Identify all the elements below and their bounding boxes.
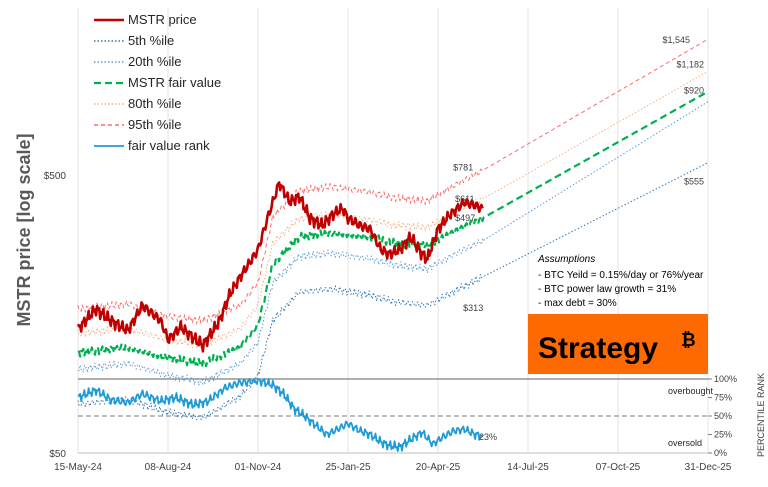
- series-line-95th-ile: [77, 38, 709, 325]
- gridlines: [77, 8, 712, 454]
- secondary-axis-title: PERCENTILE RANK: [756, 373, 766, 457]
- series-line-80th-ile: [77, 70, 709, 349]
- legend-label: 95th %ile: [128, 117, 181, 132]
- secondary-tick-label: 0%: [714, 448, 727, 458]
- x-tick-label: 20-Apr-25: [416, 462, 461, 473]
- series-line-mstr-price: [76, 181, 484, 353]
- assumption-line: - max debt = 30%: [538, 298, 617, 309]
- y-axis-title: MSTR price [log scale]: [14, 133, 34, 326]
- x-tick-label: 08-Aug-24: [145, 462, 192, 473]
- x-tick-label: 01-Nov-24: [235, 462, 282, 473]
- series-line-5th-ile: [77, 162, 709, 421]
- value-label: $1,545: [662, 35, 690, 45]
- legend-label: MSTR price: [128, 12, 197, 27]
- bitcoin-icon: ₿: [681, 330, 696, 350]
- value-label: $611: [455, 194, 474, 204]
- series-line-fair-value-rank: [77, 378, 483, 452]
- series-line-20th-ile: [77, 101, 709, 386]
- legend-label: 20th %ile: [128, 54, 181, 69]
- value-label: $1,182: [676, 59, 704, 69]
- value-label: $555: [684, 177, 704, 187]
- rank-current-label: 23%: [479, 432, 497, 442]
- legend-label: 5th %ile: [128, 33, 174, 48]
- legend: MSTR price 5th %ile 20th %ile MSTR fair val…: [94, 12, 221, 153]
- series-line-mstr-fair-value: [77, 90, 709, 369]
- secondary-tick-label: 50%: [714, 411, 732, 421]
- value-label: $920: [684, 86, 704, 96]
- oversold-label: oversold: [668, 438, 702, 448]
- y-tick-label: $50: [49, 449, 66, 460]
- assumptions-title: Assumptions: [537, 254, 595, 265]
- y-tick-label: $500: [44, 171, 67, 182]
- x-tick-label: 31-Dec-25: [685, 462, 732, 473]
- strategy-logo: Strategy ₿: [528, 314, 708, 374]
- assumptions-box: Assumptions - BTC Yeild = 0.15%/day or 7…: [537, 254, 704, 309]
- legend-label: fair value rank: [128, 138, 210, 153]
- value-label: $781: [453, 163, 473, 173]
- value-label: $313: [463, 303, 483, 313]
- logo-text: Strategy: [538, 332, 658, 365]
- legend-label: MSTR fair value: [128, 75, 221, 90]
- logo-background: [528, 314, 708, 374]
- labels-group: 15-May-24 08-Aug-24 01-Nov-24 25-Jan-25 20-A…: [44, 35, 737, 473]
- x-tick-label: 14-Jul-25: [507, 462, 549, 473]
- series-group: [76, 38, 709, 452]
- overbought-label: overbought: [668, 386, 714, 396]
- x-tick-label: 07-Oct-25: [596, 462, 641, 473]
- secondary-tick-label: 75%: [714, 393, 732, 403]
- x-tick-label: 25-Jan-25: [325, 462, 370, 473]
- legend-label: 80th %ile: [128, 96, 181, 111]
- value-label: $497: [455, 213, 475, 223]
- secondary-tick-label: 25%: [714, 430, 732, 440]
- secondary-tick-label: 100%: [714, 374, 737, 384]
- assumption-line: - BTC Yeild = 0.15%/day or 76%/year: [538, 270, 704, 281]
- x-tick-label: 15-May-24: [54, 462, 102, 473]
- assumption-line: - BTC power law growth = 31%: [538, 284, 676, 295]
